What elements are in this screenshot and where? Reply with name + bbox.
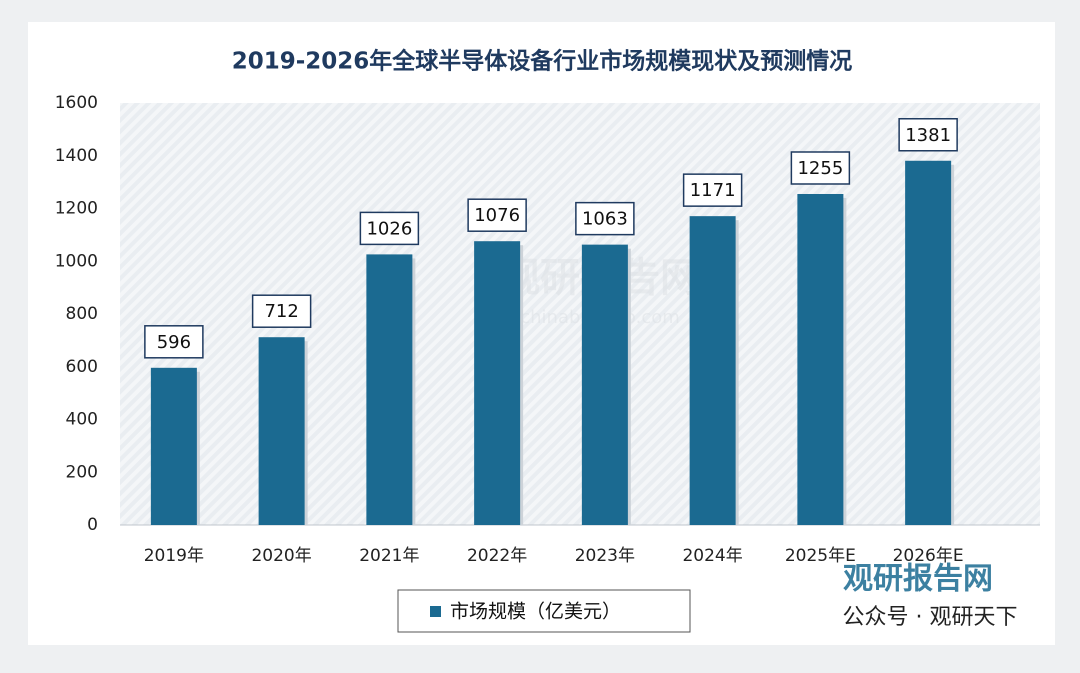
y-tick-label: 400 <box>66 410 98 430</box>
data-label: 712 <box>264 301 298 322</box>
y-tick-label: 600 <box>66 357 98 377</box>
data-label: 1063 <box>582 209 628 230</box>
bar <box>581 244 628 526</box>
legend-label: 市场规模（亿美元） <box>450 601 621 623</box>
data-label: 1381 <box>905 125 951 146</box>
data-label: 1076 <box>474 205 520 226</box>
data-label: 1026 <box>366 218 412 239</box>
bar <box>366 254 413 525</box>
x-tick-label: 2020年 <box>251 546 311 566</box>
data-label-box <box>359 211 420 246</box>
y-tick-label: 200 <box>66 462 98 482</box>
data-label-box <box>575 201 635 236</box>
x-tick-label: 2026年E <box>893 546 964 566</box>
bar <box>689 216 736 525</box>
x-tick-label: 2022年 <box>467 546 527 566</box>
x-tick-label: 2025年E <box>785 546 856 566</box>
y-tick-label: 1200 <box>55 199 98 219</box>
watermark: 公众号 · 观研天下 <box>843 605 1018 630</box>
bar <box>150 367 197 525</box>
data-label-box <box>467 198 527 232</box>
data-label: 1171 <box>690 180 736 201</box>
bar <box>258 337 305 525</box>
x-tick-label: 2021年 <box>359 546 419 566</box>
legend-swatch <box>430 606 441 617</box>
y-tick-label: 1600 <box>55 93 98 113</box>
x-tick-label: 2019年 <box>144 546 204 566</box>
x-tick-label: 2023年 <box>575 546 635 566</box>
chart-title: 2019-2026年全球半导体设备行业市场规模现状及预测情况 <box>232 48 853 75</box>
y-tick-label: 1000 <box>55 251 98 271</box>
watermark: 观研报告网 <box>843 562 993 597</box>
data-label-box <box>790 151 851 185</box>
data-label-box <box>682 173 743 207</box>
data-label-box <box>144 325 204 359</box>
data-label: 596 <box>157 332 191 353</box>
data-label: 1255 <box>797 158 843 179</box>
legend-box <box>397 589 691 633</box>
data-label-box <box>898 118 958 152</box>
bar <box>474 241 521 525</box>
y-tick-label: 800 <box>66 304 98 324</box>
bar <box>905 160 952 526</box>
bar <box>797 193 844 525</box>
data-label-box <box>251 294 312 328</box>
x-tick-label: 2024年 <box>682 546 742 566</box>
y-tick-label: 1400 <box>55 146 98 166</box>
y-tick-label: 0 <box>87 515 98 535</box>
